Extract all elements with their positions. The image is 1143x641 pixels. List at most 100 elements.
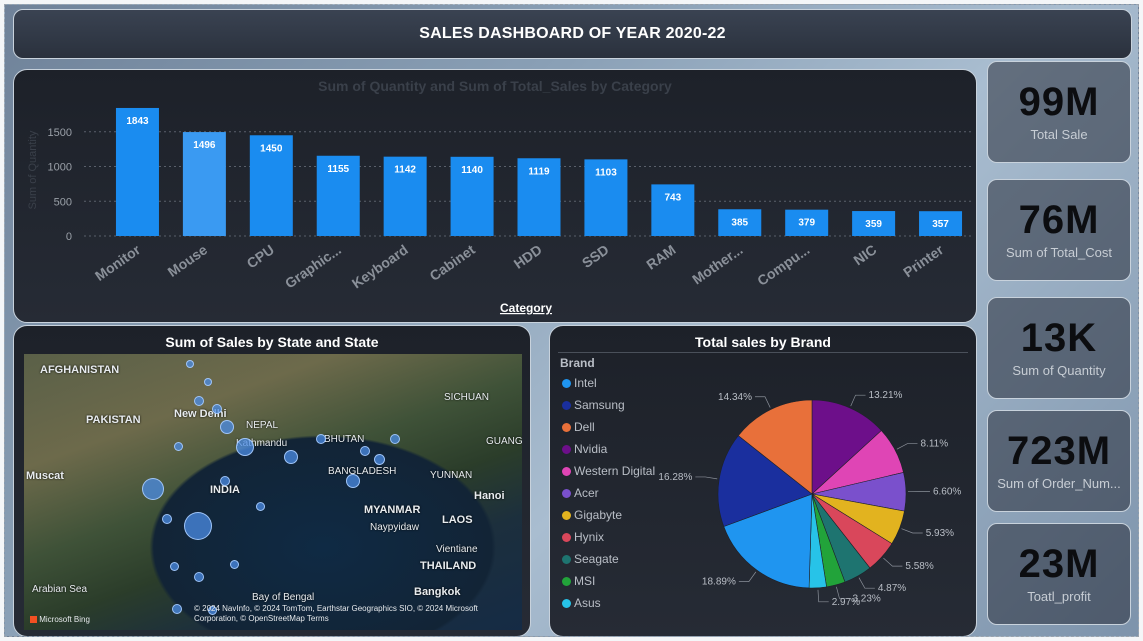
legend-item[interactable]: Intel bbox=[562, 376, 597, 390]
bar-data-label: 1103 bbox=[595, 167, 617, 178]
kpi-card-order-num[interactable]: 723M Sum of Order_Num... bbox=[987, 410, 1131, 512]
map-bubble[interactable] bbox=[374, 454, 385, 465]
divider bbox=[558, 352, 968, 353]
bar bbox=[852, 211, 896, 236]
map-bubble[interactable] bbox=[316, 434, 326, 444]
bar bbox=[718, 209, 762, 236]
bar bbox=[651, 184, 695, 236]
slice-data-label: 3.23% bbox=[852, 593, 880, 604]
x-tick-label: NIC bbox=[850, 241, 879, 268]
bar-data-label: 1142 bbox=[394, 165, 416, 176]
sales-map[interactable]: AFGHANISTAN PAKISTAN New Delhi NEPAL Kat… bbox=[24, 354, 522, 630]
map-bubble[interactable] bbox=[236, 438, 254, 456]
legend-item[interactable]: Hynix bbox=[562, 530, 604, 544]
map-logo: Microsoft Bing bbox=[30, 615, 90, 624]
slice-data-label: 8.11% bbox=[920, 439, 948, 450]
map-bubble[interactable] bbox=[212, 404, 222, 414]
map-bubble[interactable] bbox=[170, 562, 179, 571]
map-label: Hanoi bbox=[474, 490, 505, 502]
slice-leader-line bbox=[896, 443, 918, 450]
x-tick-label: CPU bbox=[244, 241, 277, 271]
legend-item[interactable]: Nvidia bbox=[562, 442, 607, 456]
map-bubble[interactable] bbox=[230, 560, 239, 569]
map-label: Bay of Bengal bbox=[252, 592, 315, 603]
legend-item[interactable]: Asus bbox=[562, 596, 601, 610]
map-bubble[interactable] bbox=[172, 604, 182, 614]
legend-marker bbox=[562, 510, 571, 520]
map-bubble[interactable] bbox=[220, 476, 230, 486]
map-bubble[interactable] bbox=[186, 360, 194, 368]
slice-data-label: 18.89% bbox=[702, 577, 736, 588]
map-label: Naypyidaw bbox=[370, 522, 419, 533]
kpi-value: 723M bbox=[1006, 429, 1112, 473]
bar-chart[interactable]: 0 500 1000 1500 Sum of Quantity 1843 Monitor 14… bbox=[14, 70, 977, 323]
sales-map-panel[interactable]: Sum of Sales by State and State AFGHANIS… bbox=[13, 325, 531, 636]
kpi-card-total-sale[interactable]: 99M Total Sale bbox=[987, 61, 1131, 163]
legend-label: Acer bbox=[574, 486, 599, 500]
map-bubble[interactable] bbox=[220, 420, 234, 434]
legend-item[interactable]: Samsung bbox=[562, 398, 625, 412]
legend-item[interactable]: Seagate bbox=[562, 552, 619, 566]
dashboard-title: SALES DASHBOARD OF YEAR 2020-22 bbox=[419, 25, 726, 42]
map-label: MYANMAR bbox=[364, 504, 421, 516]
pie-slice bbox=[717, 435, 813, 527]
map-bubble[interactable] bbox=[142, 478, 164, 500]
legend-marker bbox=[562, 378, 571, 388]
map-bubble[interactable] bbox=[390, 434, 400, 444]
kpi-card-quantity[interactable]: 13K Sum of Quantity bbox=[987, 297, 1131, 399]
map-bubble[interactable] bbox=[256, 502, 265, 511]
map-attribution[interactable]: © 2024 NavInfo, © 2024 TomTom, Earthstar… bbox=[194, 604, 478, 623]
y-tick-label: 1000 bbox=[48, 162, 72, 174]
kpi-value: 76M bbox=[1018, 198, 1100, 242]
brand-pie-chart-panel[interactable]: Total sales by Brand Brand Intel Samsung D… bbox=[549, 325, 977, 637]
map-bubble[interactable] bbox=[162, 514, 172, 524]
legend-item[interactable]: Dell bbox=[562, 420, 595, 434]
map-label: PAKISTAN bbox=[86, 414, 141, 426]
bar bbox=[785, 209, 829, 236]
pie-chart[interactable]: 13.21% 8.11% 6.60% 5.93% 5.58% 4.87%3.23%2.97… bbox=[550, 326, 977, 637]
bar-data-label: 743 bbox=[665, 192, 682, 203]
bar bbox=[383, 156, 427, 236]
map-bubble[interactable] bbox=[194, 396, 204, 406]
map-label: THAILAND bbox=[420, 560, 477, 572]
map-bubble[interactable] bbox=[204, 378, 212, 386]
legend-item[interactable]: Acer bbox=[562, 486, 599, 500]
x-tick-label: HDD bbox=[511, 241, 545, 272]
legend-label: Dell bbox=[574, 420, 595, 434]
slice-data-label: 4.87% bbox=[878, 583, 906, 594]
legend-item[interactable]: Western Digital bbox=[562, 464, 655, 478]
kpi-card-total-cost[interactable]: 76M Sum of Total_Cost bbox=[987, 179, 1131, 281]
bar-data-label: 359 bbox=[865, 219, 882, 230]
kpi-label: Sum of Total_Cost bbox=[1006, 245, 1112, 260]
y-tick-label: 1500 bbox=[48, 127, 72, 139]
legend-item[interactable]: MSI bbox=[562, 574, 595, 588]
map-bubble[interactable] bbox=[284, 450, 298, 464]
kpi-label: Sum of Quantity bbox=[1012, 363, 1106, 378]
legend-label: Western Digital bbox=[574, 464, 656, 478]
legend-marker bbox=[562, 532, 571, 542]
map-logo-text: Microsoft Bing bbox=[39, 615, 90, 624]
legend-label: Nvidia bbox=[574, 442, 608, 456]
y-tick-label: 500 bbox=[54, 196, 72, 208]
map-bubble[interactable] bbox=[174, 442, 183, 451]
map-bubble[interactable] bbox=[194, 572, 204, 582]
slice-leader-line bbox=[850, 394, 866, 407]
x-tick-label: SSD bbox=[579, 241, 612, 271]
kpi-card-profit[interactable]: 23M Toatl_profit bbox=[987, 523, 1131, 625]
pie-slice bbox=[737, 399, 813, 495]
legend-marker bbox=[562, 444, 571, 454]
map-title: Sum of Sales by State and State bbox=[165, 334, 379, 350]
category-bar-chart-panel[interactable]: Sum of Quantity and Sum of Total_Sales b… bbox=[13, 69, 977, 323]
bar bbox=[316, 155, 360, 236]
legend-item[interactable]: Gigabyte bbox=[562, 508, 622, 522]
x-tick-label: Mouse bbox=[165, 241, 211, 280]
x-tick-label: Mother... bbox=[689, 241, 745, 287]
map-label: Muscat bbox=[26, 470, 64, 482]
map-bubble[interactable] bbox=[360, 446, 370, 456]
map-bubble[interactable] bbox=[208, 606, 217, 615]
map-bubble[interactable] bbox=[184, 512, 212, 540]
map-bubble[interactable] bbox=[346, 474, 360, 488]
legend-marker bbox=[562, 422, 571, 432]
y-tick-label: 0 bbox=[66, 231, 72, 243]
bar-chart-title: Sum of Quantity and Sum of Total_Sales b… bbox=[318, 78, 672, 94]
